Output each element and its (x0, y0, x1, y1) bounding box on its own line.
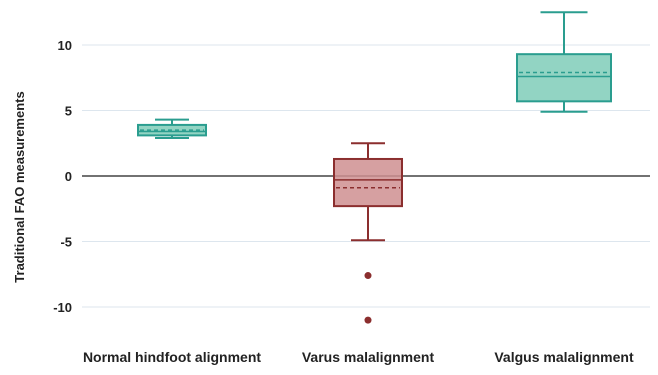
outlier-point (364, 316, 372, 324)
category-labels: Normal hindfoot alignment Varus malalignm… (83, 349, 634, 365)
y-tick-label: -10 (53, 300, 72, 315)
category-label: Valgus malalignment (494, 349, 634, 365)
y-axis-title: Traditional FAO measurements (12, 91, 27, 282)
y-tick-label: 5 (65, 104, 72, 119)
boxes (137, 11, 612, 324)
box-valgus-malalignment (516, 11, 612, 113)
y-tick-label: 0 (65, 169, 72, 184)
iqr-box (516, 53, 612, 103)
box-varus-malalignment (333, 142, 403, 324)
category-label: Varus malalignment (302, 349, 435, 365)
gridlines (82, 44, 650, 308)
iqr-box (333, 157, 403, 208)
category-label: Normal hindfoot alignment (83, 349, 261, 365)
y-axis-ticks: 10 5 0 -5 -10 (53, 38, 72, 315)
y-tick-label: 10 (58, 38, 72, 53)
y-tick-label: -5 (60, 235, 72, 250)
outlier-point (364, 272, 372, 280)
box-normal-hindfoot-alignment (137, 118, 207, 140)
